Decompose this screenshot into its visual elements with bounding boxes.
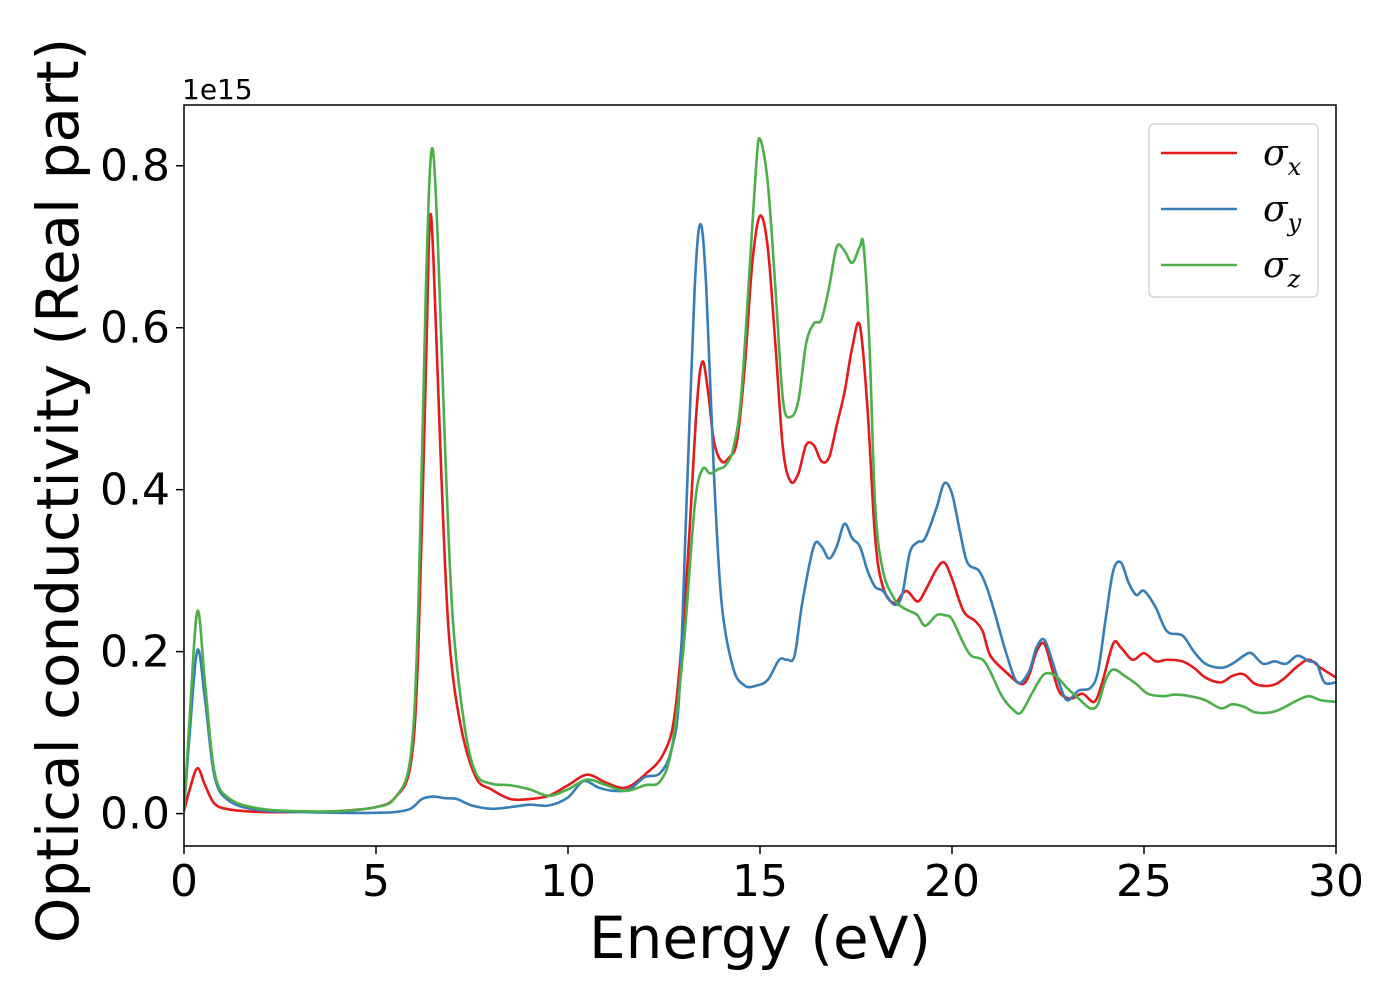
x-axis-title: Energy (eV) xyxy=(589,904,931,972)
legend-label-z: σz xyxy=(1263,245,1301,293)
y-tick-label: 0.4 xyxy=(100,465,170,516)
x-tick-label: 25 xyxy=(1116,856,1172,907)
y-axis-title: Optical conductivity (Real part) xyxy=(24,38,92,943)
series-layer xyxy=(184,137,1336,815)
legend-label-y: σy xyxy=(1263,189,1302,237)
y-tick-label: 0.8 xyxy=(100,141,170,192)
x-tick-label: 20 xyxy=(924,856,980,907)
x-tick-label: 5 xyxy=(362,856,390,907)
legend-box xyxy=(1148,123,1319,298)
x-tick-label: 30 xyxy=(1308,856,1364,907)
legend: σx σy σz xyxy=(1148,123,1319,298)
y-tick-label: 0.0 xyxy=(100,789,170,840)
legend-label-x: σx xyxy=(1263,133,1302,181)
ticks-layer: 0 5 10 15 20 25 30 0.0 0.2 0.4 0.6 0.8 xyxy=(100,141,1364,907)
series-line-z xyxy=(184,137,1336,813)
series-line-y xyxy=(184,222,1336,815)
y-tick-label: 0.2 xyxy=(100,627,170,678)
y-tick-label: 0.6 xyxy=(100,303,170,354)
x-tick-label: 0 xyxy=(170,856,198,907)
y-offset-label: 1e15 xyxy=(182,73,253,106)
x-tick-label: 15 xyxy=(732,856,788,907)
series-line-x xyxy=(184,212,1336,814)
x-tick-label: 10 xyxy=(540,856,596,907)
